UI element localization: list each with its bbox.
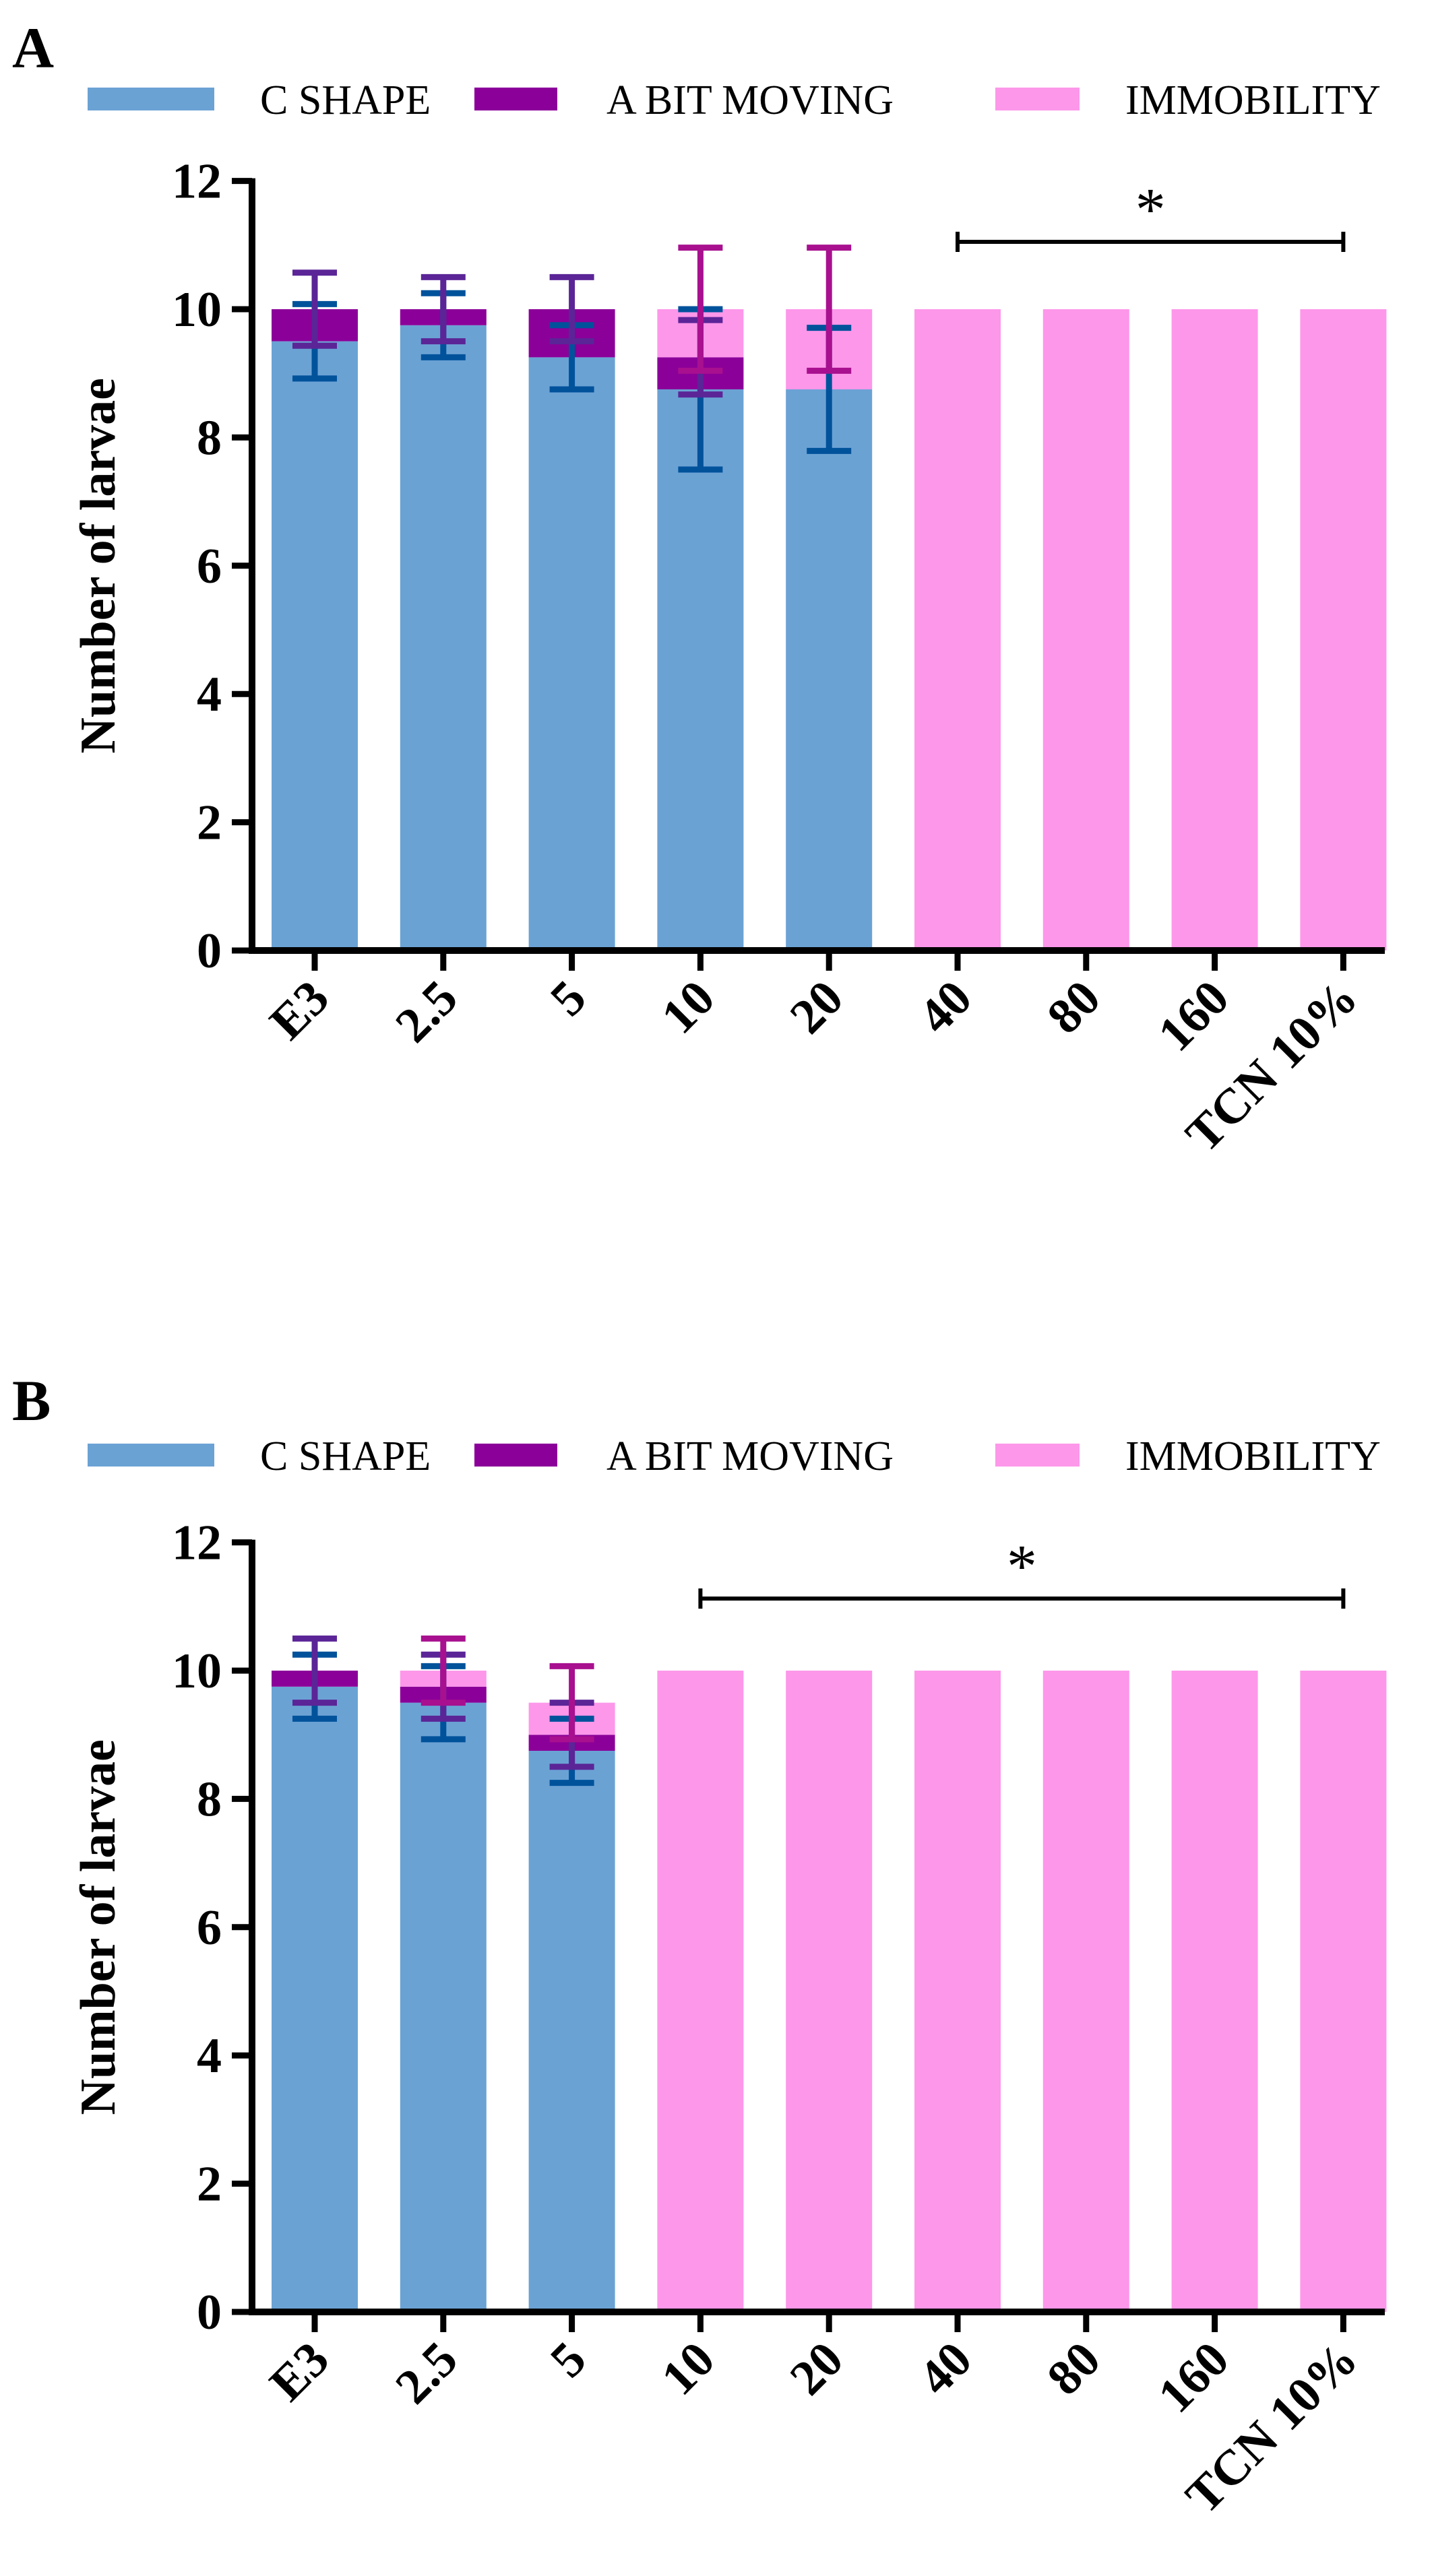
legend-label: C SHAPE — [260, 77, 431, 123]
y-axis-label: Number of larvae — [71, 1739, 126, 2115]
bar-immobility — [1042, 1671, 1129, 2312]
x-tick-label: 80 — [1037, 2331, 1111, 2406]
y-tick-label: 4 — [197, 2028, 222, 2084]
y-tick-label: 4 — [197, 667, 222, 722]
x-tick-label: 80 — [1037, 970, 1111, 1044]
panel-label: B — [12, 1368, 51, 1433]
x-tick-label: E3 — [259, 2331, 340, 2412]
bar-c-shape — [272, 341, 358, 951]
legend-label: IMMOBILITY — [1125, 1434, 1381, 1479]
x-tick-label: 2.5 — [385, 970, 468, 1053]
bar-c-shape — [400, 325, 487, 951]
y-axis-label: Number of larvae — [71, 378, 126, 754]
legend-swatch-immobility — [995, 88, 1080, 110]
x-tick-label: 160 — [1148, 2331, 1239, 2423]
bar-c-shape — [657, 389, 744, 951]
x-tick-label: E3 — [259, 970, 340, 1050]
panel-b: B C SHAPE A BIT MOVING IMMOBILITY 0 2 4 6 8 10 12 E… — [12, 1368, 1387, 2524]
y-tick-label: 8 — [197, 410, 222, 465]
bar-c-shape — [272, 1686, 358, 2312]
error-bar-a-bit-moving — [420, 273, 466, 345]
y-tick-label: 2 — [197, 2157, 222, 2212]
legend-label: C SHAPE — [260, 1434, 431, 1479]
bar-immobility — [1171, 1671, 1258, 2312]
error-bar-a-bit-moving — [292, 1635, 337, 1706]
significance-bracket — [698, 1588, 1346, 1609]
bar-immobility — [786, 1671, 873, 2312]
y-tick-label: 8 — [197, 1772, 222, 1827]
legend-label: A BIT MOVING — [606, 77, 894, 123]
y-tick-label: 0 — [197, 2285, 222, 2340]
significance-bracket — [956, 232, 1346, 252]
x-tick-label: 20 — [780, 2331, 854, 2406]
bar-c-shape — [528, 1751, 615, 2312]
y-tick-label: 6 — [197, 539, 222, 594]
legend-swatch-c-shape — [88, 88, 214, 110]
x-tick-label: 2.5 — [385, 2331, 468, 2414]
legend-swatch-c-shape — [88, 1444, 214, 1467]
error-bar-immobility — [420, 1635, 466, 1706]
x-tick-label: 160 — [1148, 970, 1239, 1062]
y-tick-label: 10 — [172, 282, 222, 337]
error-bar-a-bit-moving — [549, 273, 594, 345]
bar-immobility — [1300, 1671, 1387, 2312]
bar-c-shape — [786, 389, 873, 951]
y-tick-label: 12 — [172, 154, 222, 210]
bar-immobility — [1171, 309, 1258, 951]
panel-label: A — [12, 15, 54, 80]
bar-immobility — [657, 1671, 744, 2312]
legend-swatch-a-bit-moving — [474, 1444, 557, 1467]
x-tick-label: 5 — [540, 970, 596, 1027]
x-tick-label: 10 — [651, 2331, 725, 2406]
legend-swatch-immobility — [995, 1444, 1080, 1467]
error-bar-immobility — [678, 245, 723, 374]
x-tick-label: 40 — [908, 2331, 983, 2406]
x-tick-label: 10 — [651, 970, 725, 1044]
y-tick-label: 2 — [197, 796, 222, 851]
bar-immobility — [914, 309, 1001, 951]
bar-c-shape — [528, 357, 615, 951]
legend-swatch-a-bit-moving — [474, 88, 557, 110]
error-bar-a-bit-moving — [292, 269, 337, 349]
x-tick-label: 40 — [908, 970, 983, 1044]
bar-immobility — [1300, 309, 1387, 951]
panel-a: A C SHAPE A BIT MOVING IMMOBILITY 0 2 4 6 8 10 12 E… — [12, 15, 1387, 1163]
error-bar-immobility — [549, 1663, 594, 1743]
y-tick-label: 6 — [197, 1900, 222, 1956]
legend-label: IMMOBILITY — [1125, 77, 1381, 123]
y-tick-label: 12 — [172, 1516, 222, 1571]
legend-label: A BIT MOVING — [606, 1434, 894, 1479]
bar-immobility — [914, 1671, 1001, 2312]
y-tick-label: 10 — [172, 1644, 222, 1699]
error-bar-immobility — [807, 245, 852, 374]
x-tick-label: 5 — [540, 2331, 596, 2388]
significance-label: * — [1007, 1533, 1037, 1600]
bar-immobility — [1042, 309, 1129, 951]
x-tick-label: 20 — [780, 970, 854, 1044]
y-tick-label: 0 — [197, 924, 222, 979]
bar-c-shape — [400, 1702, 487, 2312]
significance-label: * — [1135, 176, 1166, 243]
